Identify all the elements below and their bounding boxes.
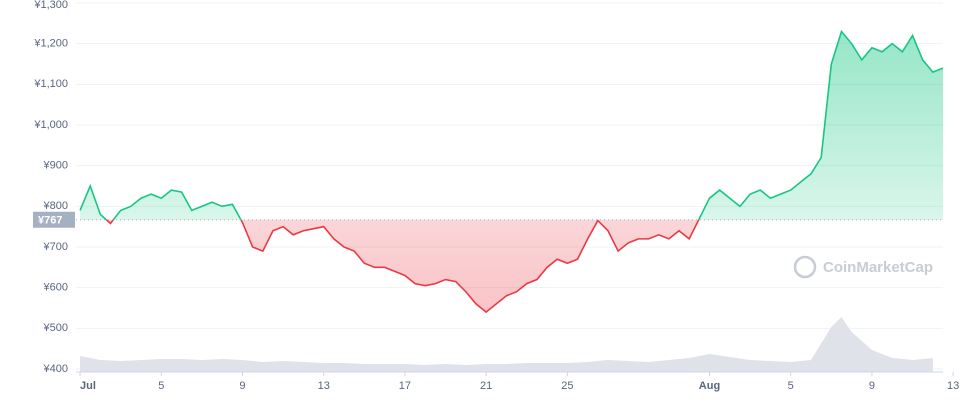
x-tick-label: 9 <box>239 380 245 392</box>
y-tick-label: ¥900 <box>43 160 68 172</box>
x-tick-label: 21 <box>480 380 492 392</box>
y-tick-label: ¥700 <box>43 241 68 253</box>
y-tick-label: ¥1,200 <box>33 38 68 50</box>
x-tick-label: Aug <box>699 380 720 392</box>
line-up <box>79 29 944 220</box>
y-tick-label: ¥1,000 <box>33 119 68 131</box>
y-tick-label: ¥500 <box>43 322 68 334</box>
y-tick-label: ¥600 <box>43 282 68 294</box>
y-tick-label: ¥1,300 <box>33 0 68 11</box>
baseline-label-box <box>33 211 75 228</box>
x-tick-label: 25 <box>561 380 573 392</box>
x-tick-label: 5 <box>158 380 164 392</box>
x-tick-label: 13 <box>947 380 959 392</box>
y-tick-label: ¥1,100 <box>33 78 68 90</box>
watermark-text: CoinMarketCap <box>823 259 933 276</box>
area-down <box>106 219 699 313</box>
area-up <box>80 31 943 220</box>
volume-area <box>80 317 933 372</box>
x-tick-label: Jul <box>80 380 96 392</box>
baseline-label: ¥767 <box>38 215 62 227</box>
line-down <box>105 219 700 314</box>
y-tick-label: ¥400 <box>43 363 68 375</box>
y-tick-label: ¥800 <box>43 200 68 212</box>
x-tick-label: 5 <box>788 380 794 392</box>
x-tick-label: 13 <box>318 380 330 392</box>
x-tick-label: 17 <box>399 380 411 392</box>
x-tick-label: 9 <box>869 380 875 392</box>
watermark: CoinMarketCap <box>793 255 933 279</box>
